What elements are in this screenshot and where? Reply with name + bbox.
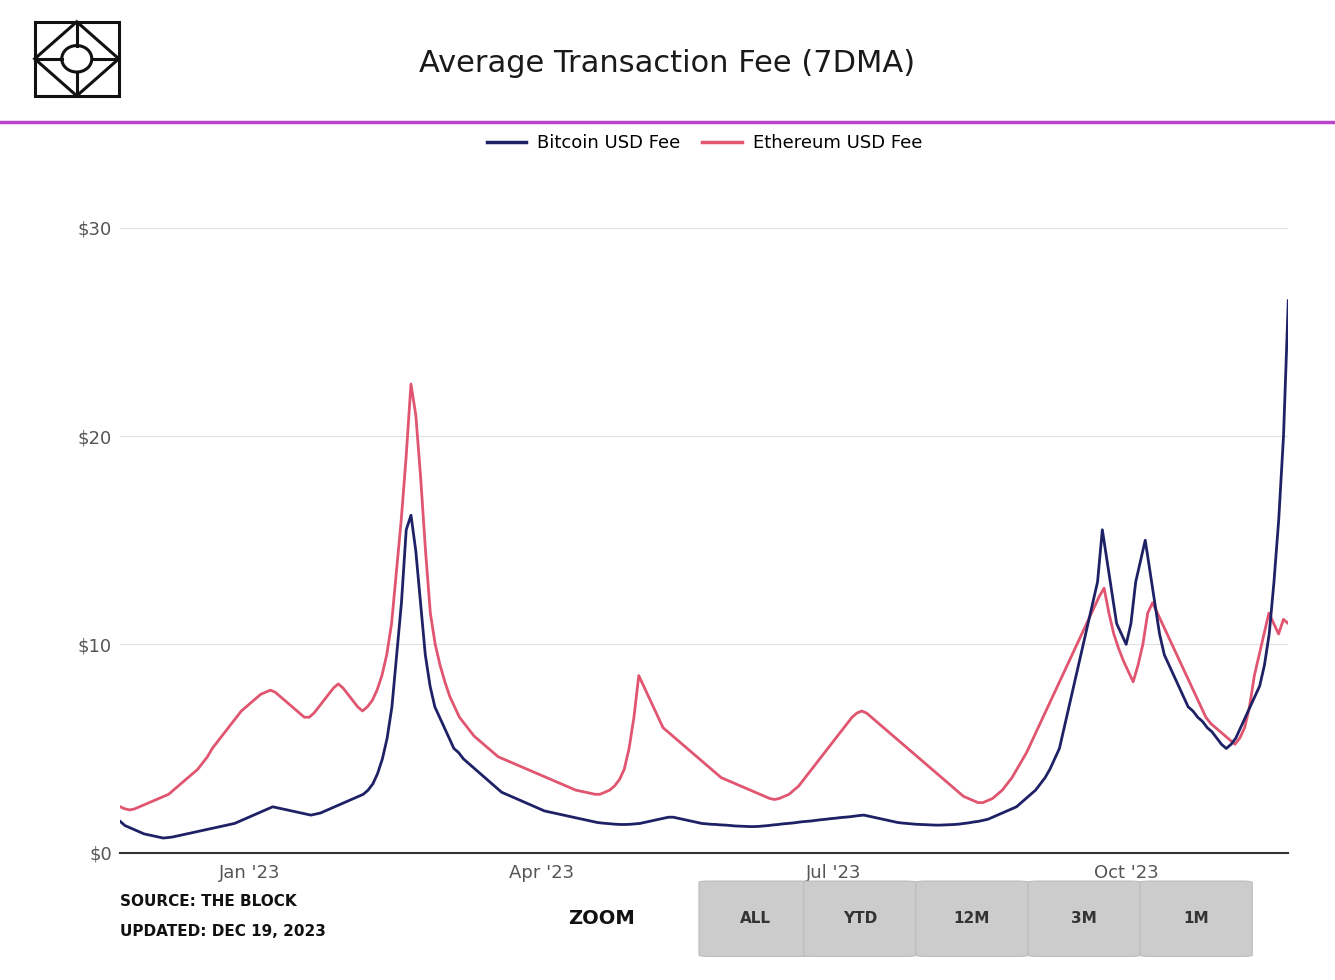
FancyBboxPatch shape [916, 881, 1028, 956]
Text: ZOOM: ZOOM [569, 909, 635, 928]
FancyBboxPatch shape [700, 881, 812, 956]
Text: 3M: 3M [1071, 911, 1097, 926]
Text: SOURCE: THE BLOCK: SOURCE: THE BLOCK [120, 895, 296, 909]
Text: YTD: YTD [842, 911, 877, 926]
Text: UPDATED: DEC 19, 2023: UPDATED: DEC 19, 2023 [120, 924, 326, 939]
Legend: Bitcoin USD Fee, Ethereum USD Fee: Bitcoin USD Fee, Ethereum USD Fee [479, 126, 929, 160]
Text: ALL: ALL [740, 911, 770, 926]
FancyBboxPatch shape [1028, 881, 1140, 956]
Text: 1M: 1M [1183, 911, 1210, 926]
Text: 12M: 12M [953, 911, 991, 926]
FancyBboxPatch shape [1140, 881, 1252, 956]
FancyBboxPatch shape [804, 881, 916, 956]
Text: Average Transaction Fee (7DMA): Average Transaction Fee (7DMA) [419, 49, 916, 78]
